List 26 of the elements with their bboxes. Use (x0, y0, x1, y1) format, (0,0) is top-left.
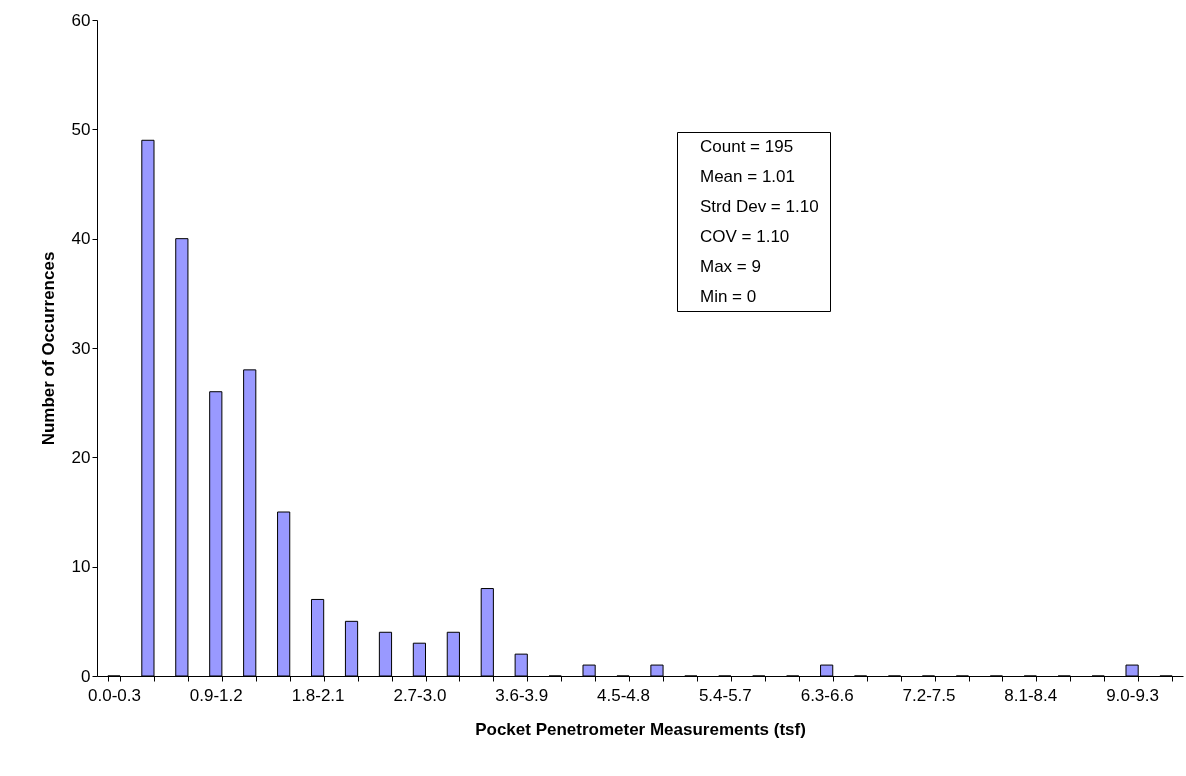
x-tick-label: 5.4-5.7 (698, 685, 752, 705)
annotation: Max = 9 (700, 256, 761, 276)
x-tick-label: 6.3-6.6 (800, 685, 854, 705)
y-axis-title: Number of Occurrences (38, 251, 58, 446)
y-tick-label: 0 (81, 666, 91, 686)
annotation: Min = 0 (700, 286, 757, 306)
y-tick-label: 60 (71, 10, 91, 30)
x-tick-label: 0.9-1.2 (189, 685, 243, 705)
x-tick-label: 3.6-3.9 (495, 685, 549, 705)
annotation: Count = 195 (700, 136, 794, 156)
x-tick-label: 0.0-0.3 (88, 685, 141, 705)
x-tick-label: 4.5-4.8 (597, 685, 650, 705)
annotation: Mean = 1.01 (700, 166, 795, 186)
annotation: Strd Dev = 1.10 (700, 196, 819, 216)
annotation: COV = 1.10 (700, 226, 790, 246)
y-tick-label: 40 (71, 229, 91, 249)
x-axis-title: Pocket Penetrometer Measurements (tsf) (475, 719, 806, 739)
y-tick-label: 30 (71, 338, 91, 358)
x-tick-label: 8.1-8.4 (1004, 685, 1058, 705)
x-tick-label: 2.7-3.0 (393, 685, 447, 705)
y-tick-label: 20 (71, 447, 91, 467)
y-tick-label: 10 (71, 557, 91, 577)
x-tick-label: 7.2-7.5 (902, 685, 956, 705)
x-tick-label: 9.0-9.3 (1106, 685, 1160, 705)
y-tick-label: 50 (71, 119, 91, 139)
x-tick-label: 1.8-2.1 (291, 685, 345, 705)
